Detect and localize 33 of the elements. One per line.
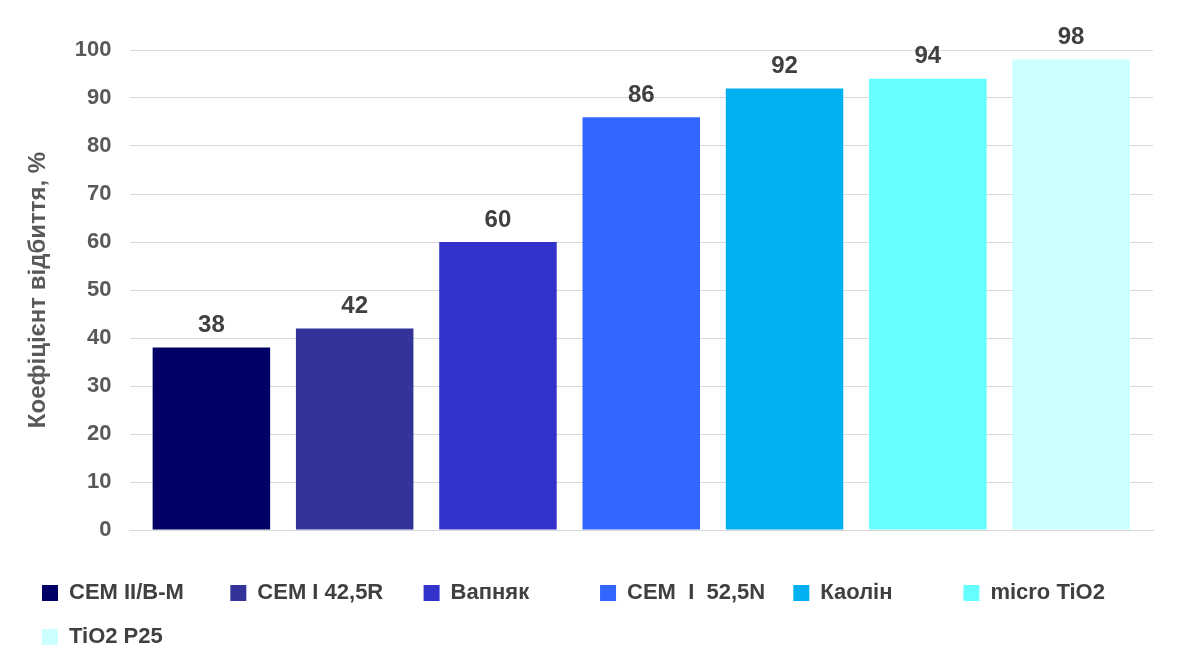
data-label: 60 (484, 204, 512, 232)
legend-label: Вапняк (450, 579, 579, 605)
bar (1012, 59, 1130, 530)
y-tick-label: 50 (87, 276, 112, 302)
y-axis-title: Коефіцієнт відбиття, % (23, 151, 51, 429)
y-tick-label: 40 (87, 324, 112, 350)
y-tick-label: 80 (87, 132, 112, 158)
y-tick-label: 100 (74, 36, 112, 62)
data-label: 42 (341, 291, 369, 319)
bar (152, 347, 271, 530)
y-tick-label: 20 (87, 420, 112, 446)
legend-label: CEM I 52,5N (627, 579, 772, 605)
data-label: 92 (771, 51, 798, 79)
legend-label: Каолін (820, 579, 942, 605)
y-tick-label: 0 (99, 516, 112, 542)
y-tick-label: 10 (87, 468, 112, 494)
y-tick-label: 70 (87, 180, 112, 206)
bar (439, 242, 557, 530)
data-label: 94 (914, 41, 942, 69)
bar (582, 117, 700, 530)
bar (869, 78, 987, 530)
legend-label: CEM II/B-M (69, 579, 209, 605)
bar (295, 328, 414, 530)
legend-label: CEM I 42,5R (257, 579, 402, 605)
legend-label: TiO2 P25 (69, 623, 200, 649)
data-label: 38 (198, 310, 225, 338)
data-label: 98 (1057, 22, 1085, 50)
y-tick-label: 90 (87, 84, 112, 110)
y-tick-label: 60 (87, 228, 112, 254)
y-tick-label: 30 (87, 372, 112, 398)
legend-label: micro TiO2 (990, 579, 1130, 605)
bar (725, 88, 844, 530)
data-label: 86 (627, 79, 655, 107)
